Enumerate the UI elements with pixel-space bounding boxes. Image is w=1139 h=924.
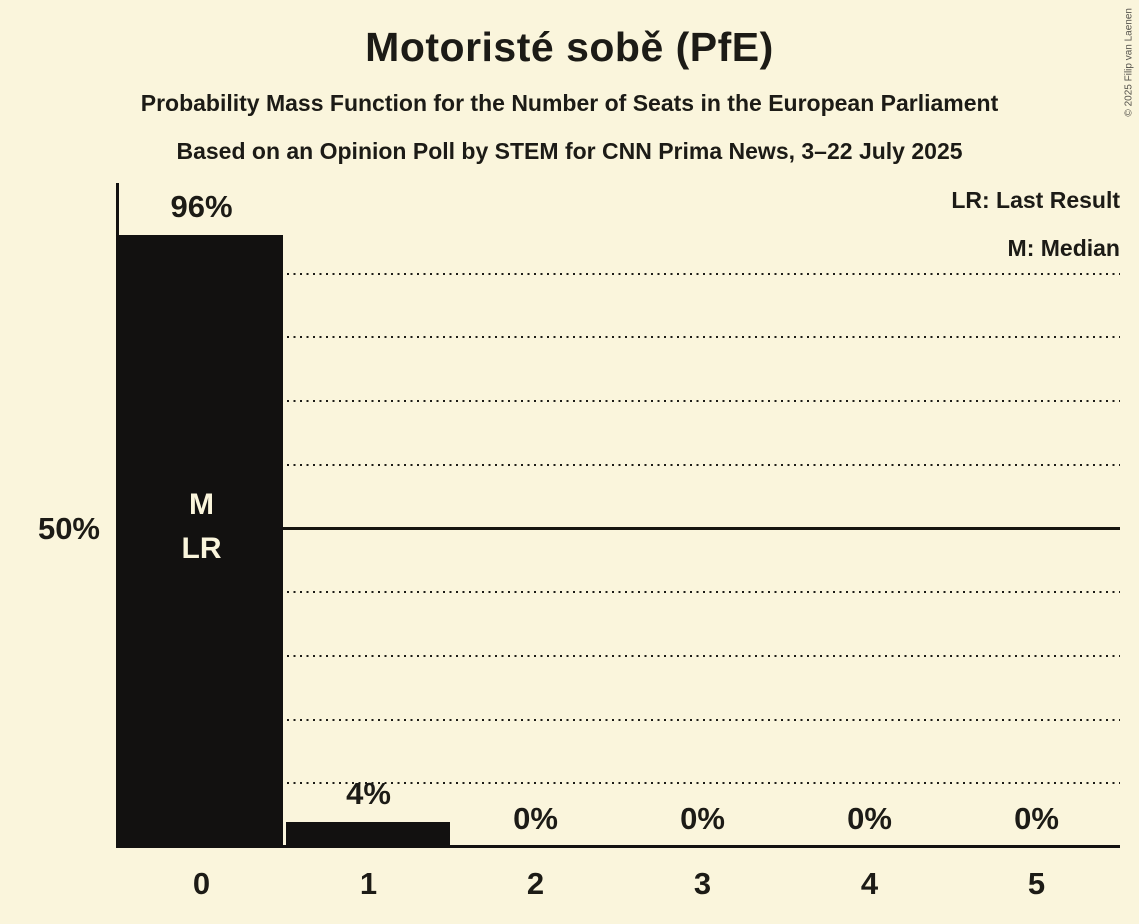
x-tick-label-5: 5 [1027, 866, 1046, 901]
bar-value-label: 96% [170, 189, 233, 225]
bar-value-label: 0% [847, 801, 892, 836]
bar-value-label: 4% [346, 775, 391, 811]
plot-area: 96% 4% 0% 0% 0% 0% M LR [118, 189, 1120, 847]
gridline-50-solid [118, 526, 1120, 530]
legend-last-result: LR: Last Result [951, 187, 1120, 213]
copyright-notice: © 2025 Filip van Laenen [1124, 8, 1135, 117]
gridline-dotted [118, 463, 1120, 466]
x-tick-label-4: 4 [860, 866, 879, 901]
bar-value-label: 0% [1014, 801, 1059, 836]
x-tick-label-3: 3 [693, 866, 712, 901]
chart-subtitle: Probability Mass Function for the Number… [140, 90, 999, 116]
legend-median: M: Median [1007, 235, 1120, 261]
y-axis-line [116, 183, 119, 848]
gridline-dotted [118, 718, 1120, 721]
x-tick-label-1: 1 [359, 866, 378, 901]
bar-seats-0 [119, 235, 283, 847]
gridline-dotted [118, 782, 1120, 785]
x-tick-label-0: 0 [192, 866, 211, 901]
chart-subtitle-source: Based on an Opinion Poll by STEM for CNN… [176, 138, 963, 164]
chart-title: Motoristé sobě (PfE) [365, 24, 774, 70]
gridline-dotted [118, 336, 1120, 339]
gridline-dotted [118, 400, 1120, 403]
gridline-dotted [118, 272, 1120, 275]
bar-seats-1 [286, 821, 450, 847]
bar-value-label: 0% [513, 801, 558, 836]
gridline-dotted [118, 654, 1120, 657]
x-tick-label-2: 2 [526, 866, 545, 901]
x-axis-line [118, 845, 1120, 848]
bar-value-label: 0% [680, 801, 725, 836]
y-axis-50-percent-label: 50% [37, 511, 100, 546]
gridline-dotted [118, 591, 1120, 594]
median-last-result-annotation: M LR [181, 487, 222, 565]
